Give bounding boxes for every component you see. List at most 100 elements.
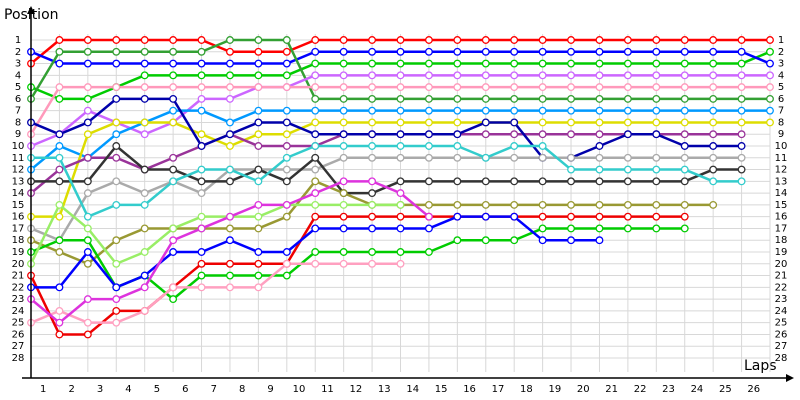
lap-marker xyxy=(510,47,519,56)
lap-marker xyxy=(567,212,575,221)
x-tick-label: 13 xyxy=(378,384,391,395)
lap-marker xyxy=(680,142,689,150)
x-tick-label: 3 xyxy=(97,384,103,395)
lap-marker xyxy=(112,83,121,92)
lap-marker xyxy=(709,83,718,92)
y-tick-label: 3 xyxy=(15,59,21,70)
lap-marker xyxy=(169,118,178,127)
y-tick-label-right: 12 xyxy=(775,165,788,176)
y-tick-label: 20 xyxy=(12,259,25,270)
lap-marker xyxy=(481,36,490,44)
lap-marker xyxy=(709,118,718,127)
lap-marker xyxy=(510,200,519,209)
x-tick-label: 20 xyxy=(577,384,590,395)
lap-marker xyxy=(55,212,64,221)
lap-marker xyxy=(83,259,92,268)
y-tick-label-right: 27 xyxy=(775,341,788,352)
y-tick-label: 11 xyxy=(12,153,25,164)
lap-marker xyxy=(368,106,377,115)
lap-marker xyxy=(481,177,490,186)
lap-marker xyxy=(169,283,178,292)
y-tick-label-right: 20 xyxy=(775,259,788,270)
lap-marker xyxy=(226,94,234,103)
lap-marker xyxy=(311,83,320,92)
lap-marker xyxy=(481,236,490,245)
lap-marker xyxy=(311,224,320,233)
lap-marker xyxy=(737,118,746,127)
lap-marker xyxy=(368,47,377,56)
lap-marker xyxy=(197,248,206,256)
y-tick-label-right: 16 xyxy=(775,212,788,223)
lap-marker xyxy=(453,47,462,56)
lap-marker xyxy=(169,71,178,80)
lap-marker xyxy=(368,83,377,92)
lap-marker xyxy=(169,94,178,103)
position-line xyxy=(29,215,685,336)
lap-marker xyxy=(623,200,632,209)
lap-marker xyxy=(368,212,377,221)
x-tick-label: 11 xyxy=(321,384,334,395)
lap-marker xyxy=(538,71,547,80)
lap-marker xyxy=(481,106,490,115)
lap-marker xyxy=(424,106,433,115)
x-tick-label: 6 xyxy=(182,384,188,395)
lap-marker xyxy=(254,248,263,256)
lap-marker xyxy=(652,36,661,44)
lap-marker xyxy=(83,330,92,339)
lap-marker xyxy=(538,212,547,221)
lap-marker xyxy=(680,83,689,92)
lap-marker xyxy=(623,47,632,56)
lap-marker xyxy=(396,71,405,80)
lap-marker xyxy=(538,177,547,186)
lap-marker xyxy=(311,130,320,139)
lap-marker xyxy=(453,130,462,139)
lap-marker xyxy=(481,118,490,127)
lap-marker xyxy=(481,59,490,68)
lap-marker xyxy=(83,318,92,327)
lap-marker xyxy=(567,236,575,245)
lap-marker xyxy=(311,142,320,150)
lap-marker xyxy=(254,142,263,150)
lap-marker xyxy=(254,36,263,44)
lap-marker xyxy=(282,248,291,256)
x-tick-label: 24 xyxy=(691,384,704,395)
lap-marker xyxy=(140,306,149,315)
lap-marker xyxy=(737,177,746,186)
lap-marker xyxy=(83,94,92,103)
lap-marker xyxy=(538,130,547,139)
lap-marker xyxy=(226,130,234,139)
lap-marker xyxy=(140,224,149,233)
x-tick-label: 16 xyxy=(463,384,476,395)
y-tick-label-right: 3 xyxy=(778,59,784,70)
lap-marker xyxy=(709,59,718,68)
y-tick-label: 26 xyxy=(12,329,25,340)
lap-marker xyxy=(339,83,348,92)
lap-marker xyxy=(652,200,661,209)
lap-marker xyxy=(226,212,234,221)
lap-marker xyxy=(112,130,121,139)
lap-marker xyxy=(652,130,661,139)
lap-marker xyxy=(197,83,206,92)
x-tick-label: 23 xyxy=(662,384,675,395)
lap-marker xyxy=(510,83,519,92)
x-tick-label: 25 xyxy=(719,384,732,395)
lap-marker xyxy=(424,47,433,56)
lap-marker xyxy=(254,83,263,92)
lap-marker xyxy=(197,212,206,221)
lap-marker xyxy=(396,259,405,268)
lap-marker xyxy=(83,118,92,127)
lap-marker xyxy=(55,59,64,68)
y-tick-label: 5 xyxy=(15,82,21,93)
lap-marker xyxy=(339,47,348,56)
lap-marker xyxy=(538,59,547,68)
lap-marker xyxy=(396,47,405,56)
y-tick-label-right: 19 xyxy=(775,247,788,258)
lap-marker xyxy=(709,94,718,103)
lap-marker xyxy=(55,318,64,327)
lap-marker xyxy=(140,283,149,292)
y-tick-label-right: 24 xyxy=(775,306,788,317)
lap-marker xyxy=(254,212,263,221)
lap-marker xyxy=(282,165,291,174)
y-tick-label-right: 5 xyxy=(778,82,784,93)
y-tick-label: 27 xyxy=(12,341,25,352)
